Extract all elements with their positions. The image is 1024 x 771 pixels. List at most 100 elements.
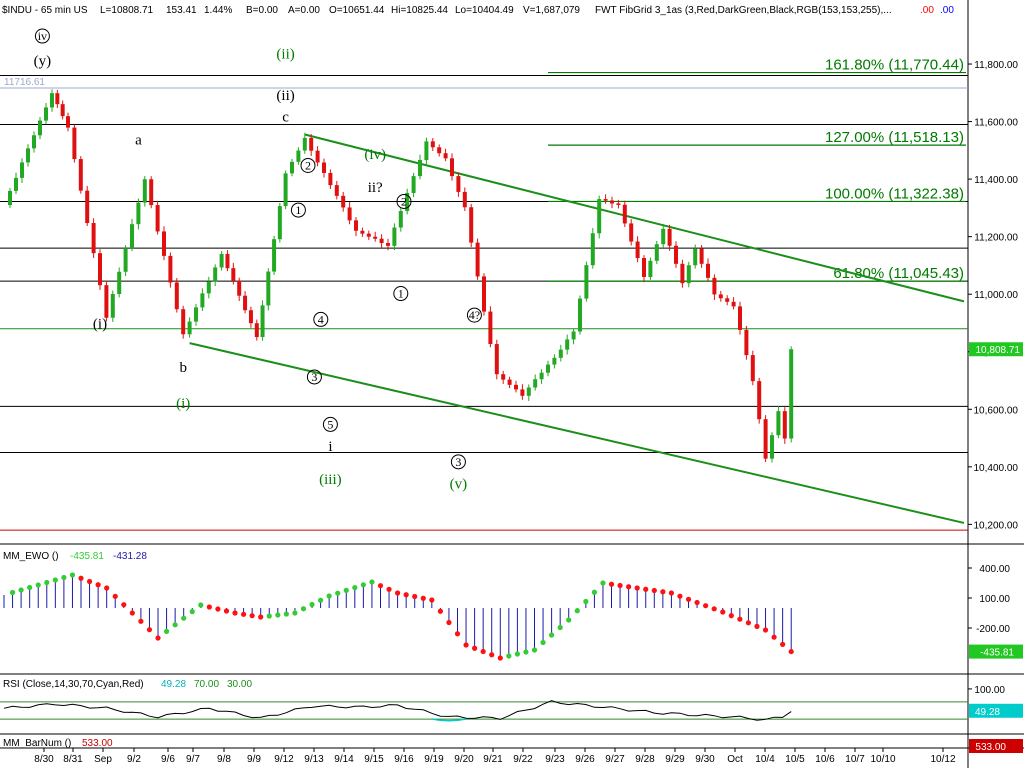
last-price-box	[969, 342, 1023, 357]
header-change: 153.41	[166, 5, 197, 16]
x-tick-0: 8/30	[34, 754, 54, 765]
ewo-dot-34	[292, 610, 298, 616]
ewo-dot-43	[369, 579, 375, 585]
candle-body-54	[334, 185, 339, 196]
wave-label-11: 1	[398, 287, 404, 301]
titles-layer: MM_EWO () -435.81 -431.28 RSI (Close,14,30,…	[3, 551, 1023, 753]
ewo-dot-20	[172, 622, 178, 628]
candle-body-99	[622, 204, 627, 224]
wave-label-0: iv	[38, 29, 47, 43]
candle-body-49	[302, 137, 307, 151]
x-tick-28: 10/10	[870, 754, 895, 765]
fib-label-1: 127.00% (11,518.13)	[825, 129, 964, 146]
barnum-last-box	[969, 739, 1023, 753]
candle-body-105	[661, 228, 666, 245]
candle-body-43	[266, 271, 271, 306]
candle-body-40	[248, 310, 253, 324]
candle-body-64	[398, 210, 403, 228]
candle-body-119	[750, 355, 755, 382]
candle-body-12	[72, 127, 77, 160]
ewo-dot-64	[549, 632, 555, 638]
ewo-dot-26	[223, 608, 230, 614]
ewo-dot-74	[634, 585, 640, 591]
candle-body-108	[680, 263, 685, 284]
header-change-pct: 1.44%	[204, 5, 232, 16]
trendline-layer	[189, 133, 965, 524]
header-ask: A=0.00	[288, 5, 320, 16]
rsi-oversold-fill	[431, 718, 467, 722]
candle-body-83	[520, 389, 525, 396]
fib-label-0: 161.80% (11,770.44)	[825, 57, 964, 74]
ewo-dot-8	[69, 572, 76, 578]
candle-body-6	[38, 120, 42, 136]
ewo-dot-65	[557, 624, 563, 631]
ewo-dot-86	[737, 616, 743, 622]
ewo-dot-83	[711, 606, 717, 612]
ewo-dot-77	[660, 589, 666, 595]
ewo-dot-75	[643, 586, 649, 592]
x-tick-22: 9/30	[695, 754, 715, 765]
ewo-layer: 400.00 100.00 -200.00 -435.81	[3, 564, 1023, 661]
x-tick-5: 9/7	[186, 754, 200, 765]
x-tick-27: 10/7	[845, 754, 865, 765]
rsi-line	[3, 700, 792, 721]
ewo-dot-92	[788, 648, 794, 655]
ewo-dot-56	[480, 648, 486, 655]
wave-circle-11	[393, 286, 409, 302]
ewo-dot-46	[395, 590, 401, 596]
header-study: FWT FibGrid 3_1as (3,Red,DarkGreen,Black…	[595, 5, 892, 16]
x-tick-12: 9/16	[394, 754, 414, 765]
ewo-last-box	[969, 644, 1023, 659]
candle-body-13	[78, 159, 83, 191]
wave-label-5: a	[135, 133, 142, 149]
candle-body-45	[277, 206, 282, 240]
ewo-dot-87	[745, 620, 752, 626]
wave-label-18: 5	[327, 417, 333, 431]
candle-body-36	[225, 253, 230, 269]
x-tick-19: 9/27	[605, 754, 625, 765]
ewo-dot-42	[360, 582, 366, 588]
candle-body-80	[501, 374, 506, 380]
candle-body-100	[629, 223, 634, 242]
x-tick-8: 9/12	[274, 754, 294, 765]
x-tick-1: 8/31	[63, 754, 83, 765]
candle-body-57	[354, 220, 358, 231]
header-bid: B=0.00	[246, 5, 278, 16]
ewo-dot-5	[44, 579, 50, 586]
candle-body-35	[219, 253, 224, 268]
ewo-dot-29	[249, 613, 255, 619]
fib-label-3: 61.80% (11,045.43)	[833, 265, 964, 282]
ewo-dot-81	[694, 599, 700, 606]
ewo-dot-47	[403, 592, 409, 598]
candle-body-98	[616, 203, 621, 205]
x-tick-6: 9/8	[217, 754, 231, 765]
ewo-dot-60	[514, 651, 520, 657]
wave-label-9: 1	[295, 203, 301, 217]
levels-layer: 11716.61	[0, 75, 968, 531]
candle-body-82	[514, 384, 518, 390]
level-label-11716: 11716.61	[4, 77, 45, 88]
candle-body-124	[782, 411, 787, 439]
candle-body-37	[231, 268, 236, 281]
barnum-last-label: 533.00	[975, 742, 1006, 753]
candle-body-122	[770, 435, 774, 459]
candle-body-68	[424, 141, 429, 160]
candle-body-1	[8, 190, 12, 206]
wave-label-16: 3	[311, 370, 317, 384]
ewo-dot-30	[258, 614, 264, 620]
ewo-dot-16	[138, 618, 144, 624]
x-tick-17: 9/23	[545, 754, 565, 765]
x-tick-21: 9/29	[665, 754, 685, 765]
wave-label-13: 4	[318, 312, 324, 326]
ewo-dot-19	[163, 628, 170, 635]
trendline-1	[189, 342, 965, 524]
wave-circle-9	[290, 202, 306, 218]
wave-label-8: ii?	[368, 180, 383, 196]
candle-body-28	[174, 282, 179, 310]
wave-label-12: (i)	[93, 317, 107, 333]
candle-body-69	[430, 141, 435, 148]
wave-circle-13	[313, 311, 329, 327]
candle-body-10	[60, 104, 65, 117]
wave-circle-16	[306, 369, 322, 385]
ewo-dot-33	[283, 611, 289, 617]
